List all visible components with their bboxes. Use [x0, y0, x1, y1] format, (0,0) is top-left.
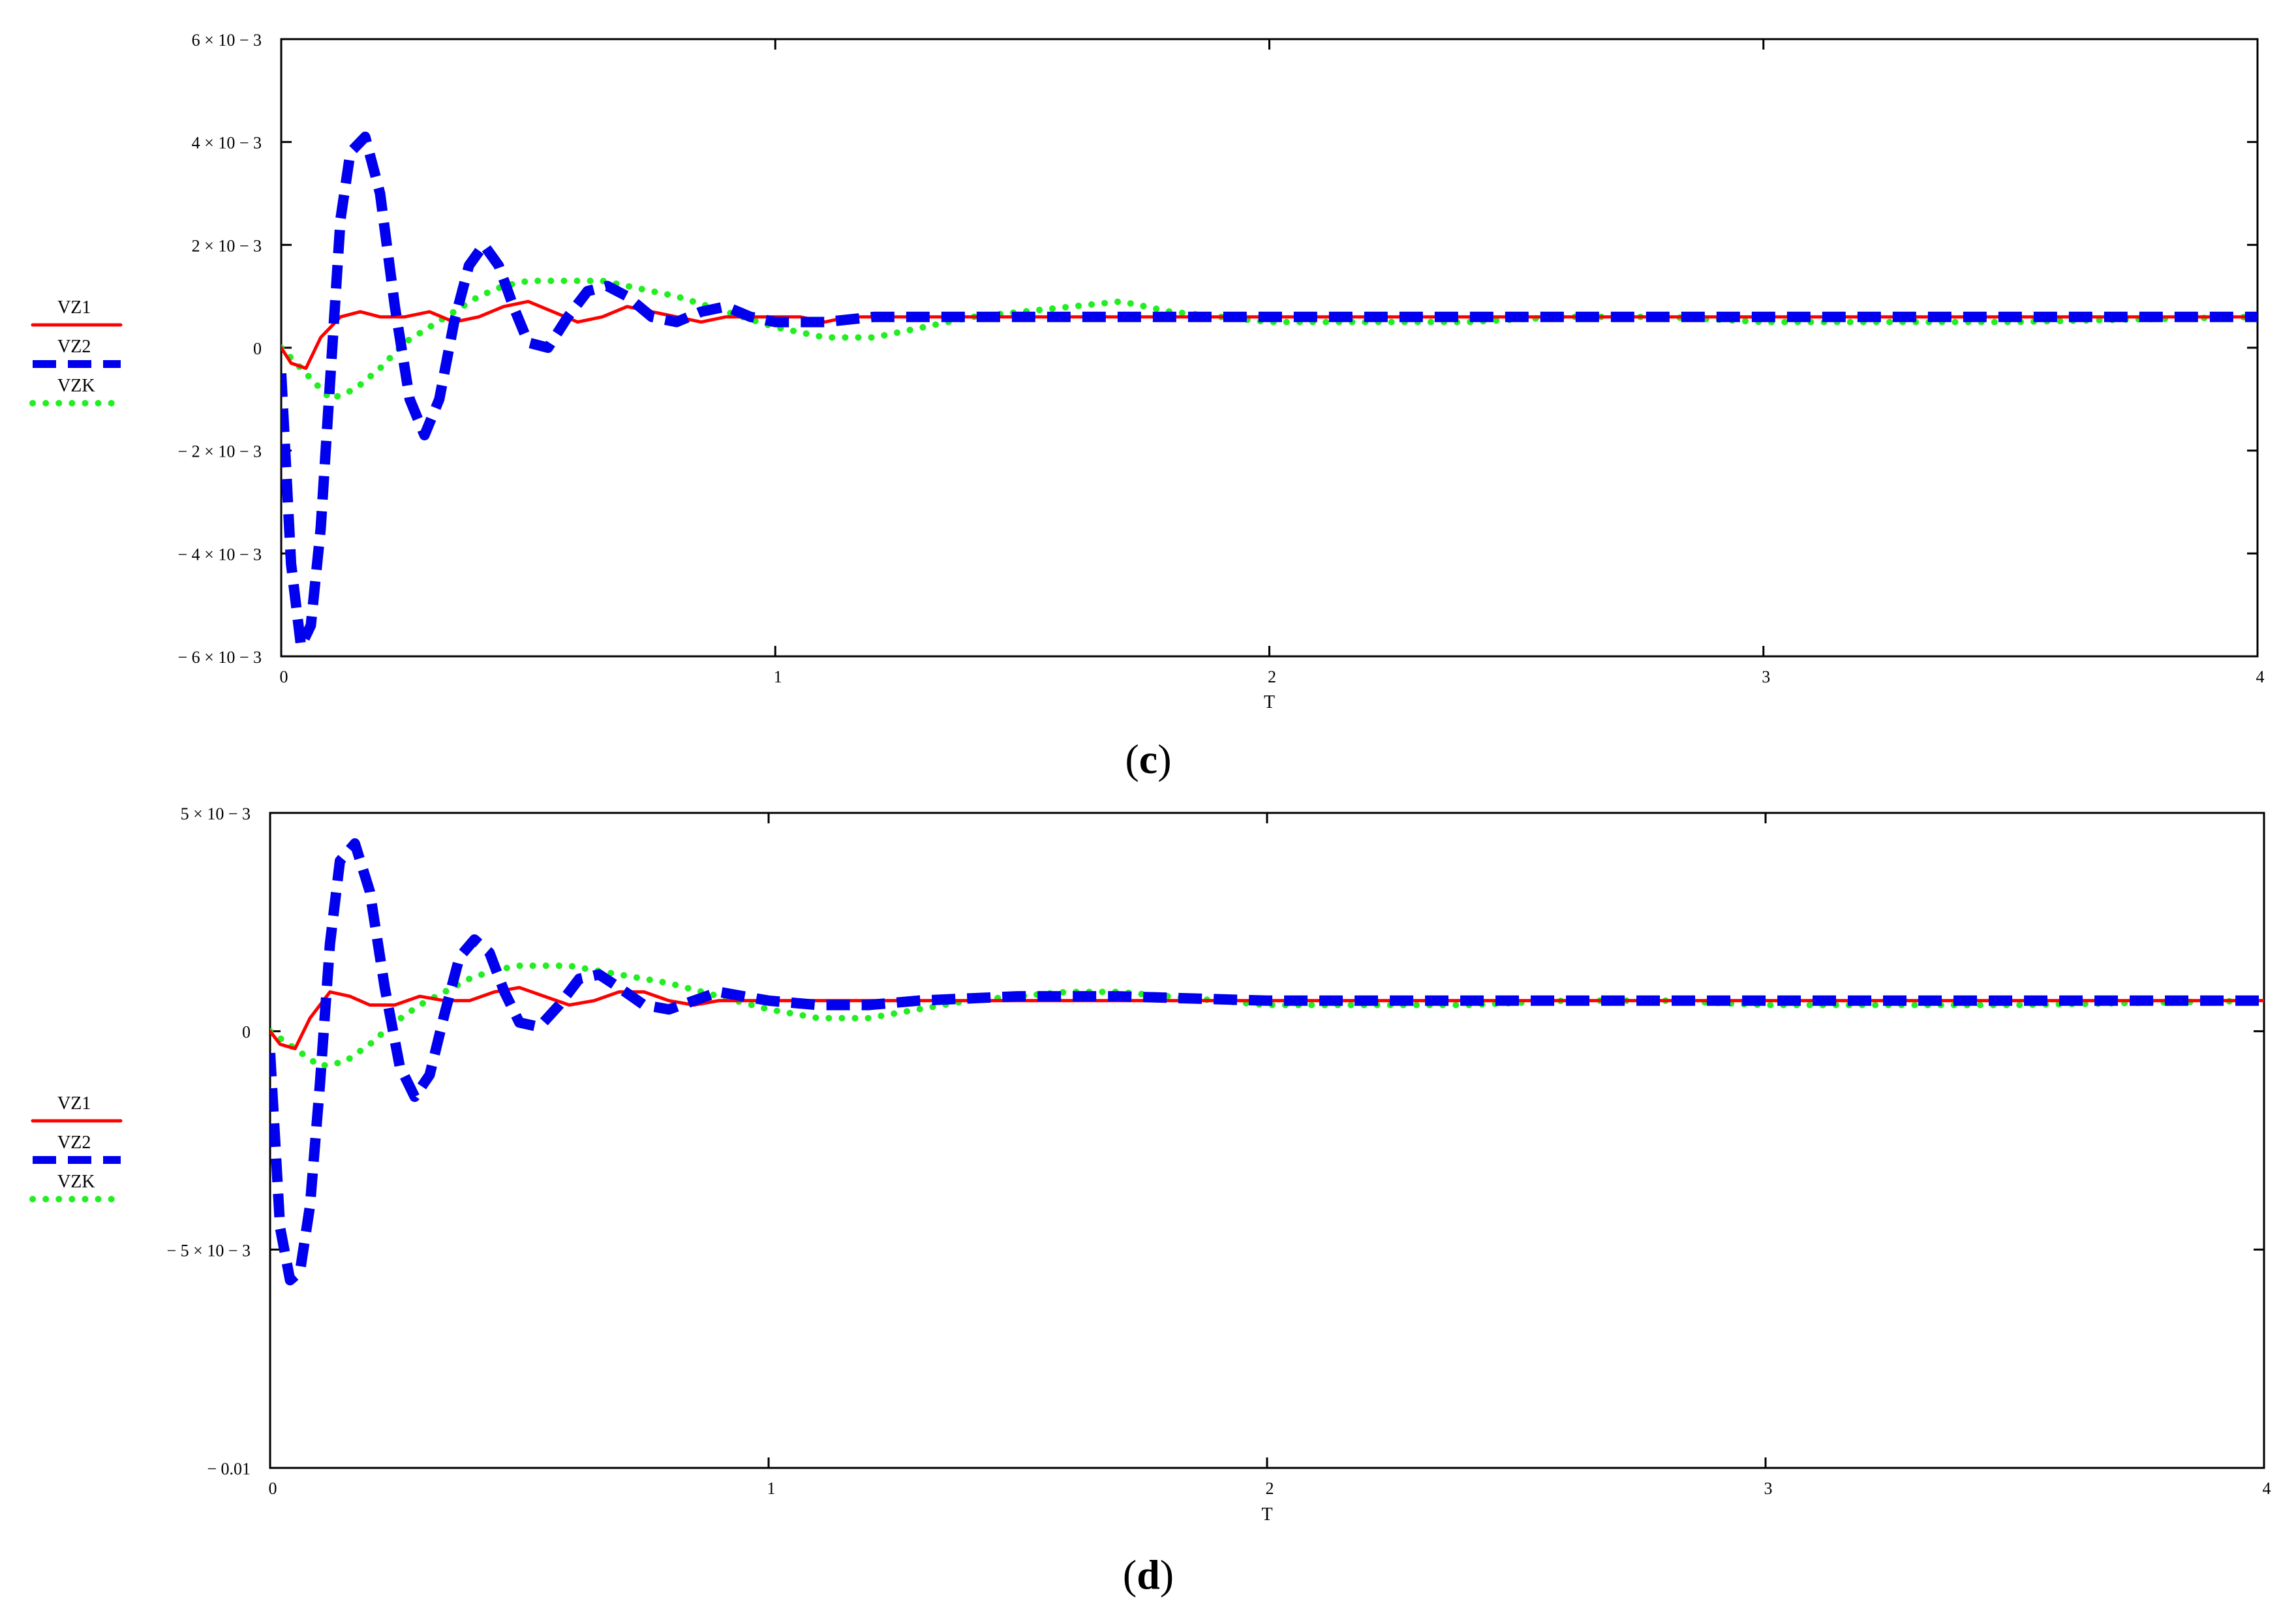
chart-panel-d: 5 × 10 − 30− 5 × 10 − 3− 0.010 1 2 3 4TVZ1VZ…	[29, 804, 2271, 1598]
y-tick-label: − 6 × 10 − 3	[178, 648, 262, 667]
x-tick-label: 4	[2256, 667, 2265, 686]
y-tick-label: 5 × 10 − 3	[181, 804, 251, 823]
y-tick-label: − 2 × 10 − 3	[178, 442, 262, 461]
plot-frame	[269, 812, 2265, 1469]
legend: VZ1 VZ2 VZK	[29, 297, 124, 406]
series-line-vz2	[270, 838, 2264, 1286]
x-tick-label: 3	[1764, 1479, 1773, 1498]
plot-frame	[280, 38, 2259, 658]
x-tick-label: 2	[1268, 667, 1276, 686]
legend-label: VZK	[57, 376, 95, 396]
y-tick-label: 6 × 10 − 3	[192, 31, 262, 50]
series-line-vz1	[281, 299, 2258, 370]
legend-label: VZ2	[57, 337, 91, 357]
series-line-vz1	[270, 986, 2264, 1050]
y-tick-label: 4 × 10 − 3	[192, 134, 262, 153]
series-line-vzk	[281, 277, 2258, 403]
chart-panel-c: 6 × 10 − 3 4 × 10 − 3 2 × 10 − 3 0 − 2 × 10 …	[29, 31, 2265, 782]
series-group	[281, 131, 2258, 652]
legend: VZ1 VZ2 VZK	[29, 1093, 124, 1202]
x-tick-label: 1	[774, 667, 782, 686]
x-tick-label: 2	[1266, 1479, 1274, 1498]
x-tick-label: 3	[1762, 667, 1770, 686]
y-tick-label: 2 × 10 − 3	[192, 236, 262, 255]
x-tick-label: 0	[280, 667, 288, 686]
y-tick-label: − 4 × 10 − 3	[178, 545, 262, 564]
x-axis-label: T	[1261, 1504, 1272, 1525]
y-tick-label: − 0.01	[207, 1459, 251, 1478]
x-tick-label: 4	[2263, 1479, 2271, 1498]
series-line-vzk	[270, 962, 2264, 1070]
y-tick-label: 0	[253, 339, 262, 358]
series-line-vz2	[281, 131, 2258, 652]
panel-label: (c)	[1125, 736, 1171, 782]
x-tick-label: 0	[269, 1479, 277, 1498]
panel-label: (d)	[1123, 1551, 1174, 1598]
legend-label: VZ2	[57, 1133, 91, 1153]
x-axis-label: T	[1264, 692, 1275, 712]
series-group	[270, 838, 2264, 1286]
legend-label: VZ1	[57, 1093, 91, 1114]
x-tick-label: 1	[767, 1479, 776, 1498]
legend-label: VZK	[57, 1172, 95, 1192]
y-tick-label: 0	[242, 1023, 251, 1042]
legend-label: VZ1	[57, 297, 91, 318]
y-tick-label: − 5 × 10 − 3	[167, 1241, 251, 1260]
